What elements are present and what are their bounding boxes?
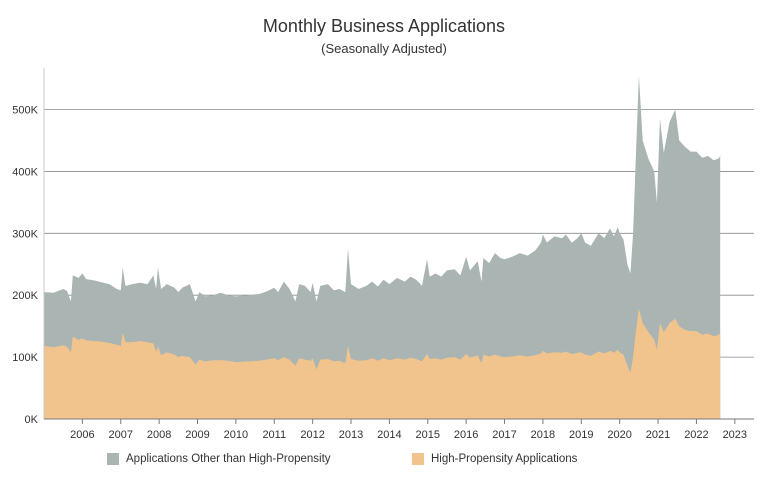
area-series [44,75,721,419]
y-tick-label: 300K [12,228,38,240]
x-tick-label: 2019 [569,429,593,441]
area-other-applications [44,75,721,419]
x-tick-label: 2018 [531,429,555,441]
x-tick-label: 2020 [607,429,631,441]
x-tick-label: 2016 [454,429,478,441]
y-tick-label: 100K [12,352,38,364]
x-tick-label: 2009 [185,429,209,441]
x-tick-label: 2023 [723,429,747,441]
legend-label-high-propensity: High-Propensity Applications [431,453,578,465]
x-tick-label: 2013 [339,429,363,441]
chart-title: Monthly Business Applications [262,16,506,36]
legend-item-other[interactable]: Applications Other than High-Propensity [107,453,331,465]
chart-subtitle: (Seasonally Adjusted) [321,41,447,56]
y-tick-label: 200K [12,290,38,302]
legend-swatch-other [107,453,119,465]
y-tick-label: 400K [12,166,38,178]
area-high-propensity [44,308,721,419]
y-tick-label: 0K [25,414,39,426]
x-tick-label: 2006 [70,429,94,441]
x-tick-label: 2010 [224,429,248,441]
legend-item-high-propensity[interactable]: High-Propensity Applications [412,453,577,465]
x-tick-label: 2017 [492,429,516,441]
x-tick-label: 2014 [377,429,401,441]
x-tick-label: 2011 [262,429,286,441]
legend-label-other: Applications Other than High-Propensity [126,453,331,465]
legend-swatch-high-propensity [412,453,424,465]
y-tick-label: 500K [12,105,38,117]
x-tick-label: 2007 [109,429,133,441]
x-tick-labels: 2006 2007 2008 2009 2010 2011 2012 2013 2014 2015… [70,429,747,441]
x-tick-label: 2012 [300,429,324,441]
x-tick-label: 2021 [646,429,670,441]
x-tick-label: 2008 [147,429,171,441]
axes [43,68,754,424]
x-tick-label: 2015 [416,429,440,441]
y-tick-labels: 0K 100K 200K 300K 400K 500K [12,105,38,426]
x-tick-label: 2022 [684,429,708,441]
